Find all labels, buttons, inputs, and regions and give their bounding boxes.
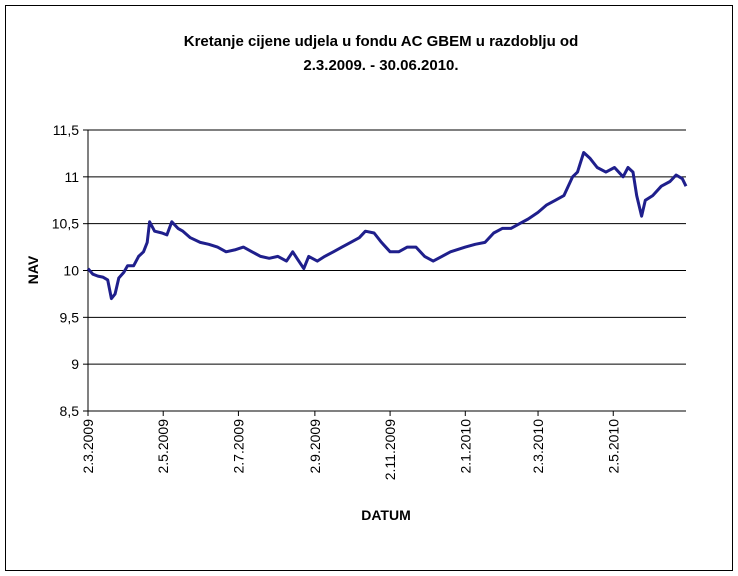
- y-tick-label: 10,5: [52, 216, 79, 232]
- y-tick-label: 11: [64, 169, 79, 185]
- line-series: [86, 151, 688, 301]
- x-tick-label: 2.5.2009: [155, 419, 171, 474]
- y-tick-label: 8,5: [60, 403, 80, 419]
- x-tick-label: 2.7.2009: [230, 419, 246, 474]
- x-tick-label: 2.3.2010: [530, 419, 546, 474]
- y-tick-label: 10: [63, 263, 79, 279]
- y-axis-title: NAV: [25, 255, 41, 284]
- x-axis-title: DATUM: [361, 507, 411, 523]
- x-tick-label: 2.1.2010: [457, 419, 473, 474]
- chart-title: 2.3.2009. - 30.06.2010.: [303, 57, 458, 74]
- y-tick-label: 11,5: [53, 122, 79, 138]
- x-tick-label: 2.9.2009: [307, 419, 323, 474]
- x-tick-label: 2.5.2010: [605, 419, 621, 474]
- chart-border: [5, 5, 733, 571]
- y-tick-label: 9: [71, 356, 79, 372]
- x-tick-label: 2.11.2009: [382, 419, 398, 480]
- x-tick-label: 2.3.2009: [80, 419, 96, 474]
- y-tick-label: 9,5: [60, 309, 80, 325]
- chart-title: Kretanje cijene udjela u fondu AC GBEM u…: [184, 33, 578, 50]
